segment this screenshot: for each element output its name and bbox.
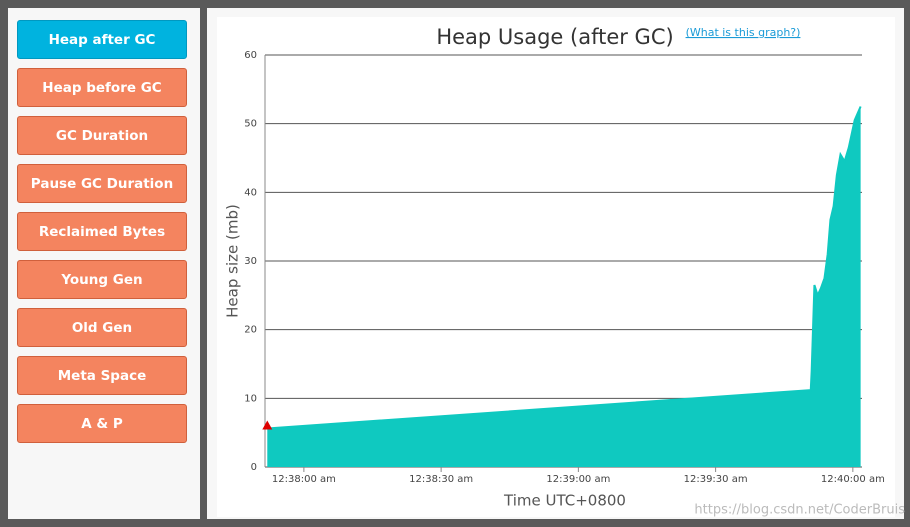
- x-tick-label: 12:38:00 am: [272, 474, 336, 485]
- area-line: [267, 106, 862, 430]
- x-tick-label: 12:39:00 am: [546, 474, 610, 485]
- y-tick-label: 40: [244, 187, 257, 198]
- x-tick-label: 12:40:00 am: [821, 474, 885, 485]
- y-tick-label: 30: [244, 256, 257, 267]
- nav-button[interactable]: Heap after GC: [17, 20, 187, 59]
- nav-button[interactable]: A & P: [17, 404, 187, 443]
- chart-title: Heap Usage (after GC): [436, 25, 673, 49]
- watermark: https://blog.csdn.net/CoderBruis: [694, 503, 905, 518]
- y-tick-label: 50: [244, 119, 257, 130]
- x-tick-label: 12:39:30 am: [684, 474, 748, 485]
- y-tick-label: 0: [251, 462, 257, 473]
- y-tick-label: 60: [244, 50, 257, 61]
- area-fill: [267, 106, 861, 467]
- y-tick-label: 20: [244, 325, 257, 336]
- nav-button[interactable]: Meta Space: [17, 356, 187, 395]
- nav-button[interactable]: Old Gen: [17, 308, 187, 347]
- y-tick-label: 10: [244, 393, 257, 404]
- y-axis-label: Heap size (mb): [224, 204, 242, 318]
- nav-button[interactable]: Heap before GC: [17, 68, 187, 107]
- nav-button[interactable]: Young Gen: [17, 260, 187, 299]
- help-link[interactable]: (What is this graph?): [686, 26, 801, 39]
- start-marker: [262, 420, 273, 430]
- nav-button[interactable]: Pause GC Duration: [17, 164, 187, 203]
- x-axis-label: Time UTC+0800: [503, 492, 626, 510]
- nav-button[interactable]: Reclaimed Bytes: [17, 212, 187, 251]
- sidebar: Heap after GC Heap before GC GC Duration Pa…: [8, 8, 200, 519]
- nav-button[interactable]: GC Duration: [17, 116, 187, 155]
- x-tick-label: 12:38:30 am: [409, 474, 473, 485]
